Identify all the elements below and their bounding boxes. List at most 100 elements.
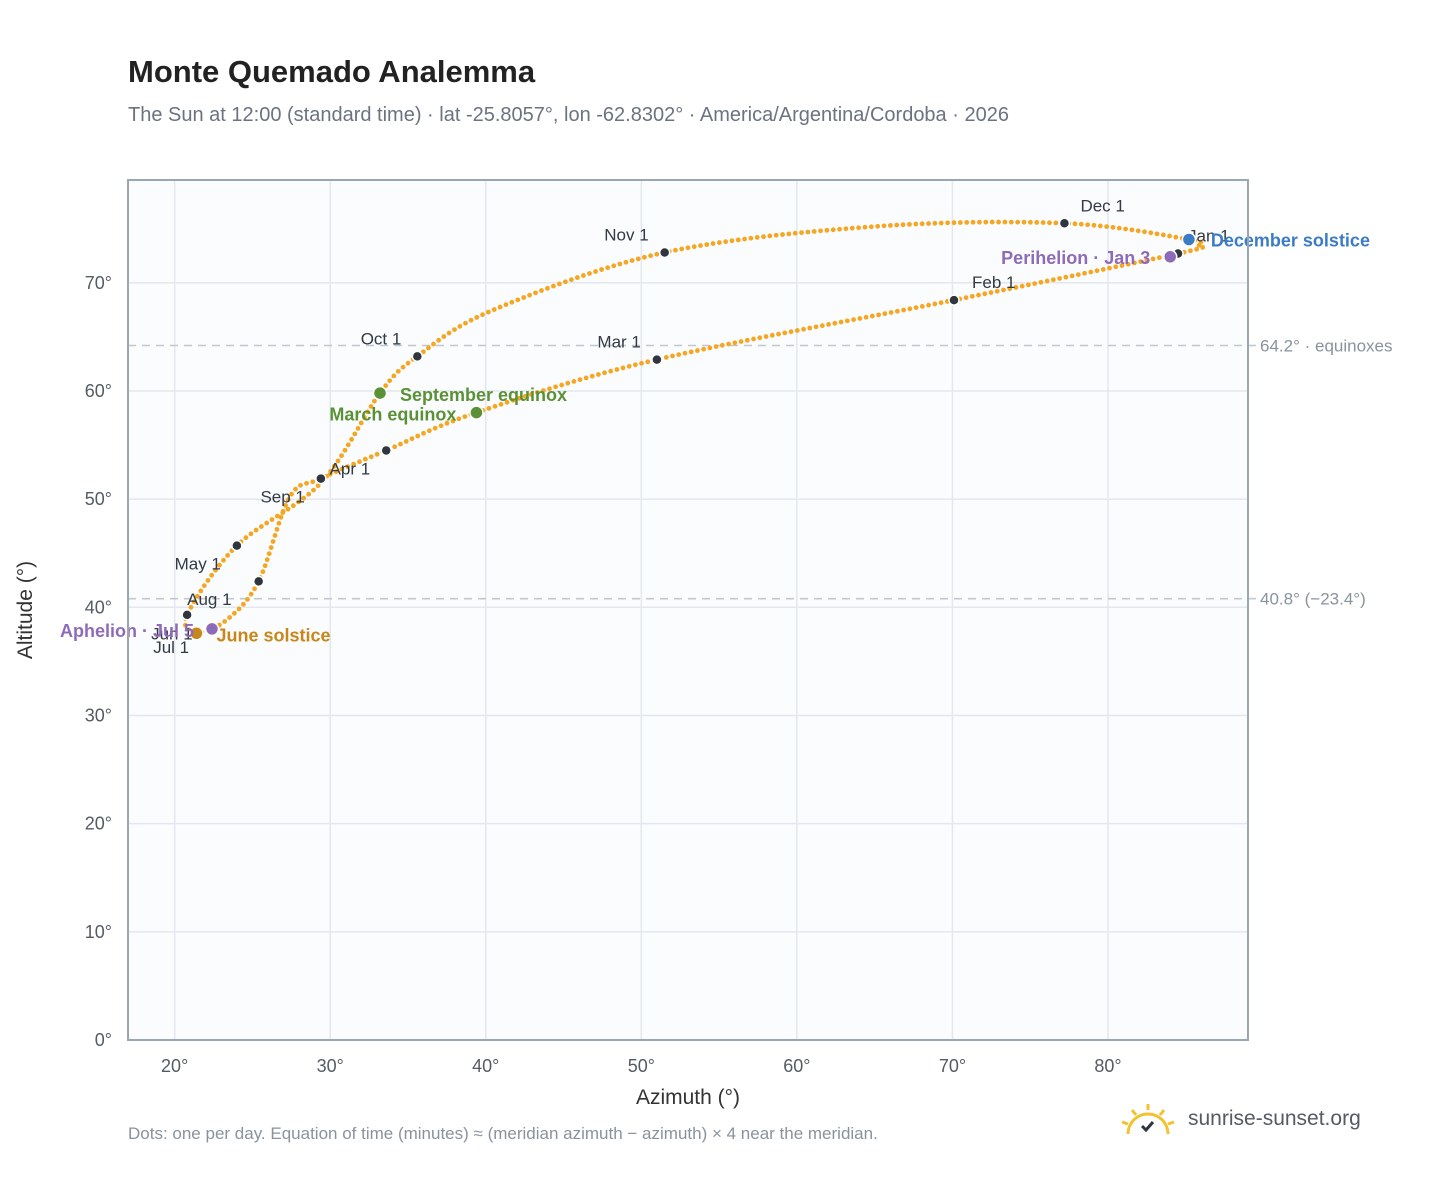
day-dot [395,368,401,374]
day-dot [642,254,647,260]
day-dot [274,526,280,532]
day-dot [951,220,957,226]
day-dot [976,292,981,298]
day-dot [426,428,432,434]
day-dot [498,401,504,407]
day-dot [1173,234,1179,240]
day-dot [574,275,580,280]
reference-line-label: 64.2° · equinoxes [1260,337,1393,356]
day-dot [670,353,675,359]
day-dot [868,224,874,230]
day-dot [253,527,259,533]
event-marker [204,621,220,637]
day-dot [648,253,653,259]
day-dot [704,242,710,247]
day-dot [213,567,218,573]
day-dot [701,346,707,352]
event-label: March equinox [329,405,456,425]
day-dot [201,583,207,589]
day-dot [805,229,811,235]
day-dot [894,308,900,314]
chart-subtitle: The Sun at 12:00 (standard time) · lat -… [128,104,1009,126]
day-dot [1027,219,1033,225]
day-dot [438,423,444,429]
day-dot [754,235,760,240]
day-dot [551,283,556,289]
day-dot [957,220,963,225]
day-dot [310,479,316,485]
day-dot [527,292,533,298]
day-dot [534,390,540,395]
event-marker [372,385,388,401]
day-dot [568,277,574,283]
brand[interactable]: sunrise-sunset.org [1120,1102,1361,1136]
day-dot [264,520,270,526]
day-dot [183,622,188,628]
month-label: Aug 1 [187,590,231,609]
day-dot [1021,219,1027,225]
x-tick-label: 80° [1094,1056,1121,1076]
day-dot [1085,222,1091,228]
day-dot [605,265,611,271]
day-dot [355,425,361,431]
day-dot [431,341,436,347]
day-dot [1007,286,1013,292]
day-dot [539,288,544,293]
day-dot [1038,279,1044,285]
day-dot [1188,248,1193,254]
day-dot [1075,272,1081,278]
day-dot [983,219,989,225]
day-dot [306,491,312,497]
day-dot [863,314,869,320]
day-dot [516,395,522,401]
month-label: Feb 1 [972,273,1015,292]
day-dot [533,290,538,296]
day-dot [372,398,377,404]
day-dot [982,291,988,297]
day-dot [290,503,296,509]
day-dot [945,220,951,226]
plot-area [128,180,1248,1040]
day-dot [757,335,763,341]
day-dot [1125,261,1131,267]
day-dot [227,615,233,620]
day-dot [510,397,516,403]
day-dot [763,334,769,339]
day-dot [283,503,288,508]
day-dot [262,563,268,569]
day-dot [1072,221,1078,227]
day-dot [298,482,303,488]
day-dot [900,222,906,228]
day-dot [748,235,754,241]
day-dot [844,318,850,324]
month-label: May 1 [175,555,221,574]
day-dot [565,380,571,386]
day-dot [963,295,969,301]
day-dot [1154,231,1160,237]
day-dot [679,246,685,252]
day-dot [358,420,364,426]
day-dot [626,363,632,369]
day-dot [335,458,341,464]
day-dot [1088,269,1094,275]
day-dot [571,379,577,384]
day-dot [556,281,562,287]
x-tick-label: 50° [628,1056,655,1076]
day-dot [691,244,697,250]
day-dot [843,226,849,232]
day-dot [1110,224,1116,230]
day-dot [311,487,316,493]
day-dot [1135,228,1141,234]
day-dot [913,305,919,311]
day-dot [421,430,426,436]
day-dot [738,339,744,344]
day-dot [403,438,409,444]
month-marker [231,539,243,552]
day-dot [436,337,442,343]
day-dot [938,220,944,226]
day-dot [280,510,286,516]
day-dot [441,334,447,339]
day-dot [504,399,510,405]
day-dot [623,259,629,265]
day-dot [716,240,722,245]
